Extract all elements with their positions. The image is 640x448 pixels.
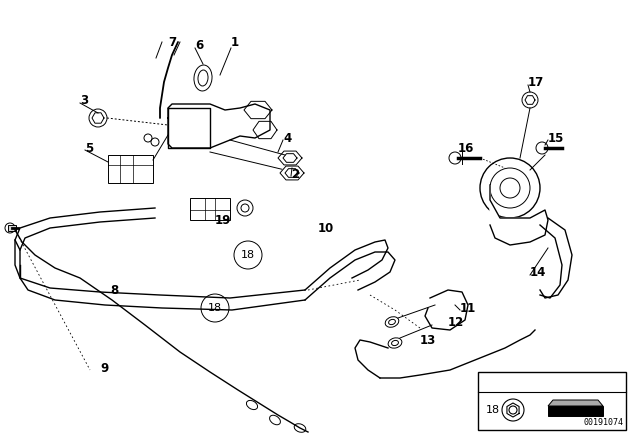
Text: 5: 5	[85, 142, 93, 155]
Text: 4: 4	[283, 132, 291, 145]
Circle shape	[502, 399, 524, 421]
Text: 18: 18	[208, 303, 222, 313]
Polygon shape	[425, 290, 468, 330]
Text: 19: 19	[215, 214, 232, 227]
Polygon shape	[278, 151, 302, 165]
Polygon shape	[280, 166, 304, 180]
Text: 11: 11	[460, 302, 476, 314]
Text: 8: 8	[110, 284, 118, 297]
Text: 18: 18	[486, 405, 500, 415]
Text: 17: 17	[528, 76, 544, 89]
Polygon shape	[490, 185, 548, 245]
Polygon shape	[507, 403, 519, 417]
Text: 1: 1	[231, 35, 239, 48]
Text: 18: 18	[241, 250, 255, 260]
Text: 15: 15	[548, 132, 564, 145]
Text: 3: 3	[80, 94, 88, 107]
Text: 2: 2	[291, 168, 299, 181]
Text: 9: 9	[100, 362, 108, 375]
Text: 00191074: 00191074	[584, 418, 624, 427]
Text: 10: 10	[318, 221, 334, 234]
Polygon shape	[548, 400, 603, 406]
Polygon shape	[168, 104, 270, 148]
Polygon shape	[244, 101, 272, 119]
Text: 12: 12	[448, 315, 464, 328]
Polygon shape	[253, 121, 277, 139]
Text: 14: 14	[530, 266, 547, 279]
Text: 6: 6	[195, 39, 204, 52]
Text: 7: 7	[168, 35, 176, 48]
FancyBboxPatch shape	[8, 225, 16, 231]
Text: 13: 13	[420, 333, 436, 346]
Circle shape	[509, 406, 517, 414]
Polygon shape	[548, 406, 603, 416]
Text: 16: 16	[458, 142, 474, 155]
